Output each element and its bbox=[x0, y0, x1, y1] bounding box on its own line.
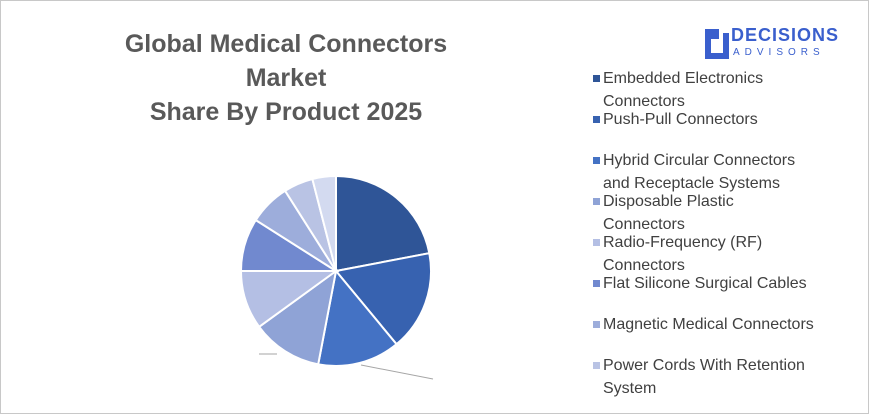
legend-entry: Embedded Electronics Connectors bbox=[591, 67, 831, 113]
pie-slice bbox=[335, 174, 431, 273]
chart-title: Global Medical Connectors Market Share B… bbox=[91, 27, 481, 129]
legend-label: Magnetic Medical Connectors bbox=[603, 316, 814, 333]
legend-entry: Power Cords With Retention System bbox=[591, 354, 831, 400]
logo-icon bbox=[705, 29, 729, 59]
legend-swatch bbox=[593, 280, 600, 287]
legend-swatch bbox=[593, 321, 600, 328]
pie-slice bbox=[311, 174, 337, 272]
legend-swatch bbox=[593, 198, 600, 205]
legend-swatch bbox=[593, 116, 600, 123]
legend-entry: Push-Pull Connectors bbox=[591, 108, 831, 131]
legend-label: Disposable Plastic Connectors bbox=[603, 193, 734, 233]
legend-swatch bbox=[593, 75, 600, 82]
legend-entry: Hybrid Circular Connectors and Receptacl… bbox=[591, 149, 831, 195]
legend-label: Radio-Frequency (RF) Connectors bbox=[603, 234, 763, 274]
leader-line bbox=[360, 364, 434, 380]
legend-swatch bbox=[593, 239, 600, 246]
legend-label: Flat Silicone Surgical Cables bbox=[603, 275, 807, 292]
legend-label: Push-Pull Connectors bbox=[603, 111, 758, 128]
legend-label: Embedded Electronics Connectors bbox=[603, 70, 764, 110]
legend-swatch bbox=[593, 362, 600, 369]
title-line: Share By Product 2025 bbox=[149, 98, 423, 126]
logo-tagline: ADVISORS bbox=[733, 47, 825, 58]
title-line: Global Medical Connectors Market bbox=[124, 30, 448, 92]
pie-slice bbox=[317, 268, 398, 367]
legend-entry: Disposable Plastic Connectors bbox=[591, 190, 831, 236]
legend-swatch bbox=[593, 157, 600, 164]
legend-entry: Magnetic Medical Connectors bbox=[591, 313, 831, 336]
legend-label: Hybrid Circular Connectors and Receptacl… bbox=[603, 152, 796, 192]
pie-slice bbox=[334, 252, 432, 346]
legend-entry: Radio-Frequency (RF) Connectors bbox=[591, 231, 831, 277]
logo-name: DECISIONS bbox=[731, 25, 840, 45]
pie-slice bbox=[257, 268, 338, 366]
legend-label: Power Cords With Retention System bbox=[603, 357, 805, 397]
legend-entry: Flat Silicone Surgical Cables bbox=[591, 272, 831, 295]
